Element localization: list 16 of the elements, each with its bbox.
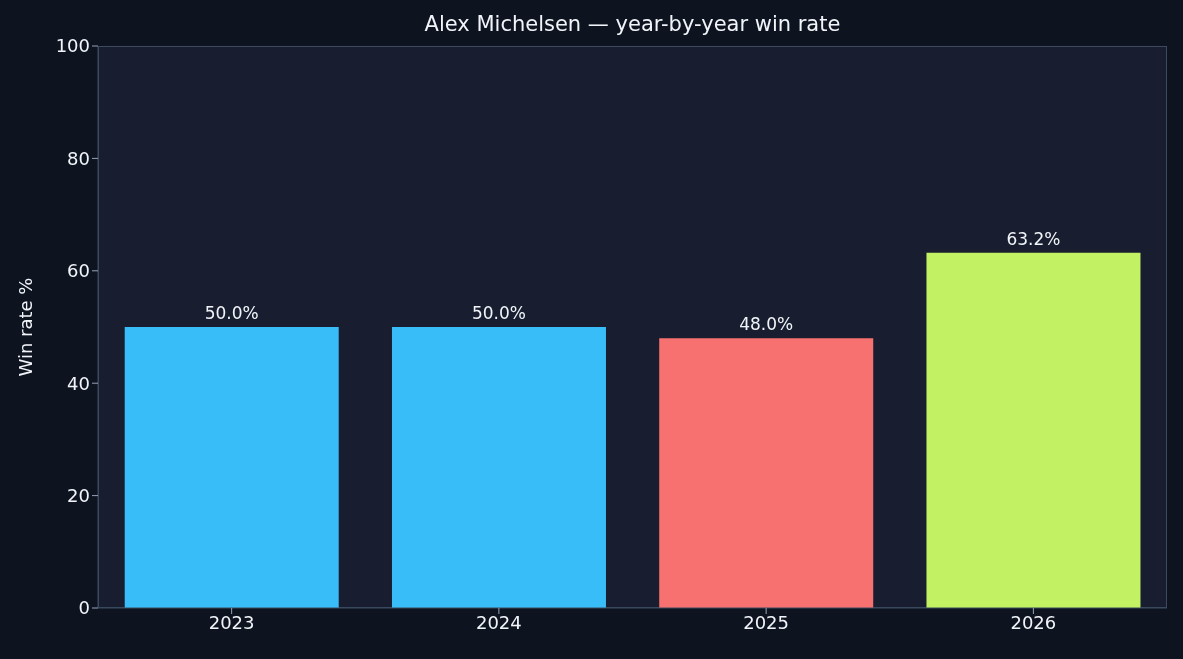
y-tick-label: 80 [67, 147, 90, 169]
x-tick-label: 2025 [743, 611, 790, 633]
x-tick-label: 2023 [208, 611, 255, 633]
data-label: 50.0% [204, 303, 259, 323]
data-label: 63.2% [1006, 228, 1061, 249]
y-axis-title: Win rate % [14, 277, 36, 377]
y-tick-label: 100 [55, 35, 90, 57]
chart-title: Alex Michelsen — year-by-year win rate [423, 12, 842, 36]
y-tick-label: 60 [67, 260, 90, 282]
y-tick-label: 0 [78, 597, 90, 619]
data-label: 48.0% [739, 314, 794, 335]
x-tick-label: 2024 [475, 611, 522, 633]
y-tick-label: 20 [67, 484, 90, 506]
x-tick-label: 2026 [1010, 611, 1057, 633]
y-tick-label: 40 [67, 372, 90, 394]
data-label: 50.0% [471, 303, 526, 323]
